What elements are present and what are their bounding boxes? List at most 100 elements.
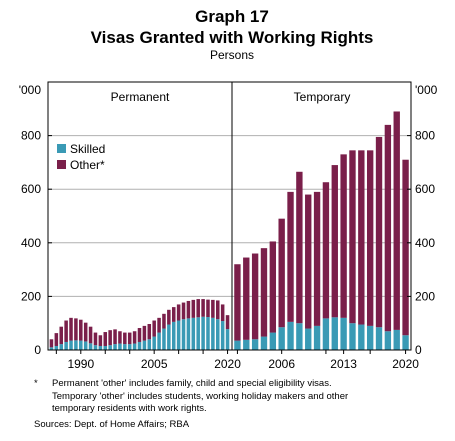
permanent-bar-skilled [49, 347, 54, 350]
legend: Skilled Other* [57, 142, 105, 172]
permanent-bar-skilled [147, 339, 152, 350]
permanent-bar-skilled [127, 344, 132, 350]
temporary-bar-other [260, 248, 268, 337]
permanent-bar-skilled [137, 341, 142, 350]
permanent-bar-other [157, 317, 161, 333]
permanent-bar-skilled [64, 341, 68, 350]
x-tick-label: 1990 [67, 357, 94, 371]
y-tick-label-left: 400 [21, 236, 41, 250]
permanent-bar-other [137, 328, 142, 342]
sources: Sources: Dept. of Home Affairs; RBA [34, 418, 190, 430]
permanent-bar-other [191, 299, 196, 318]
permanent-bar-skilled [162, 328, 166, 350]
temporary-bar-skilled [322, 318, 330, 350]
temporary-bar-other [375, 136, 383, 328]
temporary-bar-skilled [366, 325, 374, 350]
permanent-bar-other [171, 307, 176, 322]
permanent-bar-skilled [132, 343, 137, 350]
permanent-bar-skilled [79, 340, 83, 350]
temporary-bar-other [251, 253, 259, 340]
temporary-bar-skilled [313, 325, 321, 350]
permanent-bar-other [79, 319, 83, 341]
temporary-bar-skilled [234, 340, 241, 350]
permanent-bar-skilled [196, 317, 200, 350]
permanent-bar-other [220, 304, 225, 322]
permanent-bar-skilled [167, 324, 171, 350]
temporary-bar-skilled [340, 317, 347, 350]
chart-title-line2: Visas Granted with Working Rights [91, 28, 374, 47]
x-tick-label: 2013 [330, 357, 357, 371]
permanent-bar-other [216, 300, 220, 320]
temporary-bar-other [384, 124, 392, 332]
permanent-bar-other [132, 331, 137, 344]
y-tick-label-right: 600 [415, 182, 435, 196]
temporary-bar-skilled [358, 324, 365, 350]
permanent-bar-skilled [186, 318, 191, 350]
chart-title-line1: Graph 17 [195, 7, 269, 26]
y-tick-label-left: 0 [34, 343, 41, 357]
y-tick-label-right: 800 [415, 129, 435, 143]
permanent-bar-skilled [118, 343, 122, 350]
permanent-bar-other [49, 339, 54, 348]
temporary-bar-skilled [260, 336, 268, 350]
permanent-bar-skilled [88, 343, 93, 350]
temporary-bar-skilled [393, 329, 400, 350]
temporary-bar-skilled [269, 332, 277, 350]
y-unit-label-right: '000 [415, 83, 438, 97]
permanent-bar-skilled [171, 321, 176, 350]
permanent-bar-other [88, 326, 93, 344]
permanent-bar-other [64, 320, 68, 342]
footnote-text: Permanent 'other' includes family, child… [52, 378, 348, 416]
permanent-bar-skilled [59, 344, 63, 350]
permanent-bar-skilled [191, 317, 196, 350]
permanent-bar-skilled [74, 340, 78, 350]
temporary-bar-skilled [349, 323, 356, 350]
permanent-bar-other [196, 299, 200, 318]
axis-ticks: 0 0 200 200 400 400 600 600 800 800 1990 2005 2020 20… [21, 129, 435, 371]
y-unit-label-left: '000 [19, 83, 42, 97]
permanent-bar-other [186, 300, 191, 319]
panel-title-permanent: Permanent [111, 90, 170, 104]
permanent-bar-other [93, 332, 98, 346]
footnote: * Permanent 'other' includes family, chi… [34, 378, 444, 416]
permanent-bar-skilled [69, 340, 73, 350]
temporary-bar-skilled [251, 339, 259, 350]
permanent-bar-other [98, 335, 103, 346]
permanent-bar-skilled [98, 345, 103, 350]
permanent-bar-skilled [201, 316, 205, 350]
temporary-bar-other [296, 171, 303, 324]
temporary-bar-other [358, 150, 365, 325]
x-tick-label: 2006 [268, 357, 295, 371]
temporary-bar-other [393, 111, 400, 330]
temporary-bar-skilled [287, 321, 294, 350]
temporary-bar-other [243, 257, 250, 340]
permanent-bar-skilled [211, 317, 215, 350]
temporary-bar-other [349, 150, 356, 324]
legend-label-skilled: Skilled [70, 142, 105, 156]
permanent-bar-other [162, 313, 166, 329]
temporary-bar-other [269, 241, 277, 333]
permanent-bar-other [201, 299, 205, 317]
footnote-line: Permanent 'other' includes family, child… [52, 378, 332, 389]
permanent-bar-other [118, 331, 122, 344]
permanent-bar-skilled [181, 319, 186, 350]
permanent-bar-other [103, 332, 108, 346]
panel-title-temporary: Temporary [294, 90, 351, 104]
permanent-bar-other [211, 299, 215, 318]
permanent-bar-skilled [206, 317, 210, 350]
x-tick-label: 2020 [392, 357, 419, 371]
y-tick-label-left: 200 [21, 289, 41, 303]
permanent-bar-skilled [225, 329, 230, 350]
legend-label-other: Other* [70, 158, 105, 172]
permanent-bar-skilled [93, 345, 98, 350]
temporary-bar-other [313, 191, 321, 326]
y-tick-label-right: 200 [415, 289, 435, 303]
x-tick-label: 2005 [141, 357, 168, 371]
temporary-bar-skilled [384, 331, 392, 350]
permanent-bar-skilled [220, 321, 225, 350]
permanent-bar-skilled [123, 344, 127, 350]
permanent-bar-other [108, 330, 112, 346]
temporary-bar-other [305, 194, 312, 329]
permanent-bar-skilled [103, 345, 108, 350]
